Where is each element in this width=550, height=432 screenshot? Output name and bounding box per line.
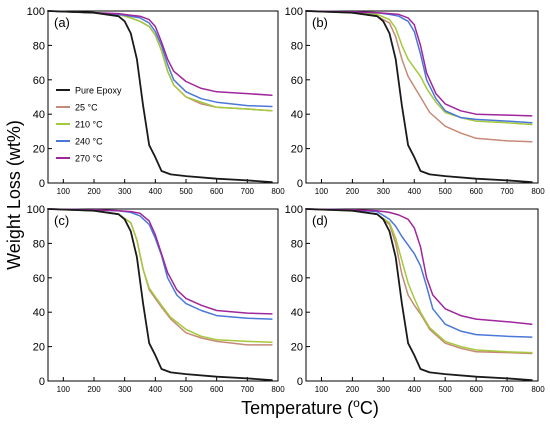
series-line-25-c bbox=[47, 208, 273, 346]
x-tick-label: 800 bbox=[271, 385, 285, 394]
series-line-pure-epoxy bbox=[47, 10, 273, 184]
x-tick-label: 600 bbox=[210, 385, 224, 394]
y-tick-label: 40 bbox=[33, 307, 45, 319]
x-tick-label: 800 bbox=[271, 187, 285, 196]
y-tick-label: 80 bbox=[33, 40, 45, 52]
y-tick-label: 40 bbox=[291, 307, 303, 319]
y-tick-label: 60 bbox=[33, 75, 45, 87]
y-tick-label: 80 bbox=[33, 238, 45, 250]
x-tick-label: 800 bbox=[531, 187, 545, 196]
chart-panel-3: 100 200 300 400 500 600 700 800 0 20 40 60 80 100 (c) bbox=[27, 204, 286, 394]
y-tick-label: 60 bbox=[291, 273, 303, 285]
series-line-270-c bbox=[305, 208, 533, 325]
y-tick-label: 100 bbox=[27, 6, 45, 18]
series-line-pure-epoxy bbox=[47, 208, 273, 382]
series-line-210-c bbox=[305, 10, 533, 126]
x-tick-label: 500 bbox=[439, 187, 453, 196]
y-tick-label: 40 bbox=[33, 109, 45, 121]
y-tick-label: 100 bbox=[27, 204, 45, 216]
series-line-pure-epoxy bbox=[305, 10, 533, 184]
legend-label: 210 °C bbox=[75, 120, 103, 130]
y-tick-label: 40 bbox=[291, 109, 303, 121]
y-tick-label: 100 bbox=[285, 6, 303, 18]
x-tick-label: 400 bbox=[149, 187, 163, 196]
y-tick-label: 20 bbox=[33, 342, 45, 354]
x-tick-label: 100 bbox=[315, 385, 329, 394]
y-tick-label: 0 bbox=[39, 376, 45, 388]
series-line-240-c bbox=[305, 10, 533, 124]
x-axis-label-superscript: o bbox=[353, 396, 360, 410]
chart-panel-1: 100 200 300 400 500 600 700 800 0 20 40 60 80 100 (a) P… bbox=[27, 6, 286, 196]
series-line-240-c bbox=[305, 208, 533, 338]
x-tick-label: 700 bbox=[500, 187, 514, 196]
legend-label: 240 °C bbox=[75, 137, 103, 147]
series-line-pure-epoxy bbox=[305, 208, 533, 382]
x-tick-label: 300 bbox=[118, 187, 132, 196]
x-tick-label: 100 bbox=[315, 187, 329, 196]
panels: 100 200 300 400 500 600 700 800020406080100(a)P… bbox=[27, 6, 546, 394]
x-axis-label: Temperature (oC) bbox=[241, 396, 379, 418]
legend-label: 25 °C bbox=[75, 103, 98, 113]
series-line-270-c bbox=[47, 10, 273, 97]
y-tick-label: 20 bbox=[291, 342, 303, 354]
x-tick-label: 200 bbox=[346, 385, 360, 394]
panel-label: (a) bbox=[54, 15, 70, 30]
y-tick-label: 20 bbox=[291, 144, 303, 156]
chart-panel-2: 100 200 300 400 500 600 700 800 0 20 40 60 80 100 (b) bbox=[285, 6, 546, 196]
x-tick-label: 300 bbox=[118, 385, 132, 394]
x-tick-label: 200 bbox=[346, 187, 360, 196]
x-tick-label: 200 bbox=[87, 385, 101, 394]
x-tick-label: 300 bbox=[377, 187, 391, 196]
plot-frame bbox=[305, 208, 539, 382]
y-tick-label: 60 bbox=[33, 273, 45, 285]
series-line-210-c bbox=[47, 208, 273, 344]
x-tick-label: 500 bbox=[439, 385, 453, 394]
y-tick-label: 80 bbox=[291, 238, 303, 250]
y-tick-label: 0 bbox=[297, 376, 303, 388]
series-line-25-c bbox=[305, 208, 533, 355]
legend-label: 270 °C bbox=[75, 154, 103, 164]
y-tick-label: 100 bbox=[285, 204, 303, 216]
x-tick-label: 100 bbox=[57, 385, 71, 394]
panel-label: (c) bbox=[54, 213, 69, 228]
x-tick-label: 500 bbox=[179, 187, 193, 196]
plot-frame bbox=[305, 10, 539, 184]
x-axis-label-unit: C) bbox=[360, 398, 379, 418]
plot-frame bbox=[47, 208, 279, 382]
x-tick-label: 500 bbox=[179, 385, 193, 394]
y-axis-label: Weight Loss (wt%) bbox=[4, 120, 24, 270]
plot-frame bbox=[47, 10, 279, 184]
x-tick-label: 800 bbox=[531, 385, 545, 394]
legend-label: Pure Epoxy bbox=[75, 86, 122, 96]
x-axis-label-main: Temperature ( bbox=[241, 398, 353, 418]
panel-label: (d) bbox=[312, 213, 328, 228]
legend-background bbox=[54, 82, 130, 178]
y-tick-label: 0 bbox=[297, 178, 303, 190]
x-tick-label: 700 bbox=[241, 187, 255, 196]
x-tick-label: 200 bbox=[87, 187, 101, 196]
x-tick-label: 700 bbox=[500, 385, 514, 394]
y-tick-label: 20 bbox=[33, 144, 45, 156]
series-line-270-c bbox=[305, 10, 533, 117]
x-tick-label: 400 bbox=[149, 385, 163, 394]
y-tick-label: 60 bbox=[291, 75, 303, 87]
series-line-270-c bbox=[47, 208, 273, 315]
series-line-210-c bbox=[305, 208, 533, 354]
legend: Pure Epoxy 25 °C 210 °C 240 °C 270 °C bbox=[54, 82, 130, 178]
x-tick-label: 300 bbox=[377, 385, 391, 394]
x-tick-label: 400 bbox=[408, 385, 422, 394]
chart-panel-4: 100 200 300 400 500 600 700 800 0 20 40 60 80 100 (d) bbox=[285, 204, 546, 394]
x-tick-label: 600 bbox=[469, 187, 483, 196]
panel-label: (b) bbox=[312, 15, 328, 30]
x-tick-label: 600 bbox=[469, 385, 483, 394]
series-line-240-c bbox=[47, 10, 273, 108]
x-tick-label: 400 bbox=[408, 187, 422, 196]
x-tick-label: 700 bbox=[241, 385, 255, 394]
x-tick-label: 600 bbox=[210, 187, 224, 196]
y-tick-label: 0 bbox=[39, 178, 45, 190]
y-tick-label: 80 bbox=[291, 40, 303, 52]
x-tick-label: 100 bbox=[57, 187, 71, 196]
